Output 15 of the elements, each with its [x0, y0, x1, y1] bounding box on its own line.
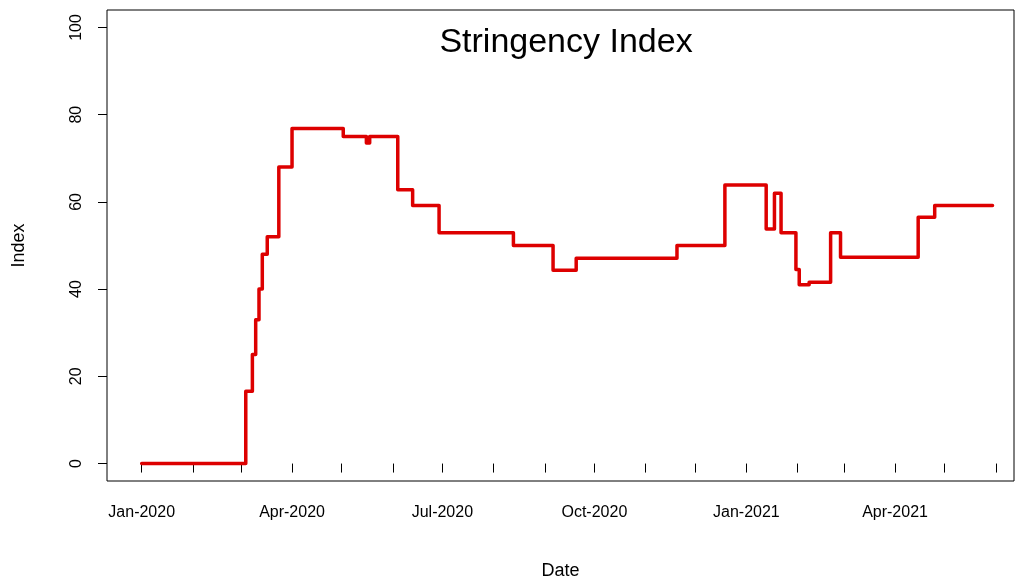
chart-title: Stringency Index	[439, 21, 693, 59]
x-tick-label: Apr-2020	[259, 502, 326, 520]
y-axis-title: Index	[8, 223, 28, 268]
x-tick-label: Jan-2021	[713, 502, 780, 520]
y-tick-label: 0	[66, 459, 84, 469]
x-tick-label: Oct-2020	[561, 502, 628, 520]
y-tick-label: 60	[66, 192, 84, 211]
x-axis-title: Date	[541, 560, 580, 580]
x-tick-label: Jan-2020	[108, 502, 176, 520]
x-tick-label: Apr-2021	[862, 502, 929, 520]
y-tick-label: 80	[66, 105, 84, 124]
y-tick-label: 20	[66, 367, 84, 386]
x-tick-label: Jul-2020	[411, 502, 474, 520]
y-tick-label: 40	[66, 280, 84, 299]
y-tick-label: 100	[66, 14, 84, 41]
